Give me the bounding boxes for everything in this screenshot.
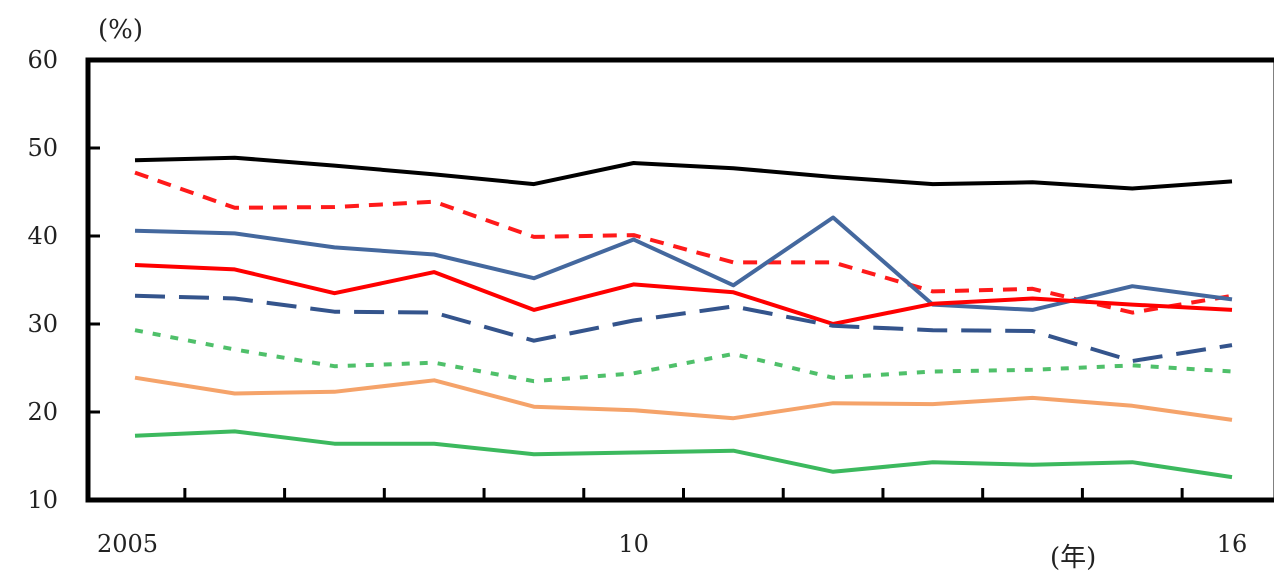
- y-tick-label: 60: [27, 46, 58, 74]
- series-line-4: [134, 263, 1233, 326]
- y-tick-label: 10: [27, 486, 58, 514]
- plot-frame: [85, 57, 1274, 503]
- series-line-5: [134, 293, 1233, 363]
- series-line-6: [134, 328, 1233, 384]
- series-line-3: [134, 215, 1233, 312]
- series-line-1: [134, 155, 1233, 191]
- x-axis-unit-label: (年): [1050, 543, 1096, 573]
- y-tick-label: 30: [27, 310, 58, 338]
- x-axis-tick-labels: 2005 10 16: [97, 530, 1247, 558]
- series-layer: [134, 155, 1233, 480]
- x-tick-label: 16: [1217, 530, 1248, 558]
- y-axis-unit-label: (%): [98, 15, 143, 45]
- x-tick-label: 2005: [97, 530, 158, 558]
- y-axis-tick-labels: 10 20 30 40 50 60: [27, 46, 100, 514]
- series-line-8: [134, 429, 1233, 480]
- x-tick-label: 10: [618, 530, 649, 558]
- series-line-7: [134, 375, 1233, 422]
- series-line-2: [134, 170, 1233, 315]
- y-tick-label: 40: [27, 222, 58, 250]
- y-tick-label: 20: [27, 398, 58, 426]
- y-tick-label: 50: [27, 134, 58, 162]
